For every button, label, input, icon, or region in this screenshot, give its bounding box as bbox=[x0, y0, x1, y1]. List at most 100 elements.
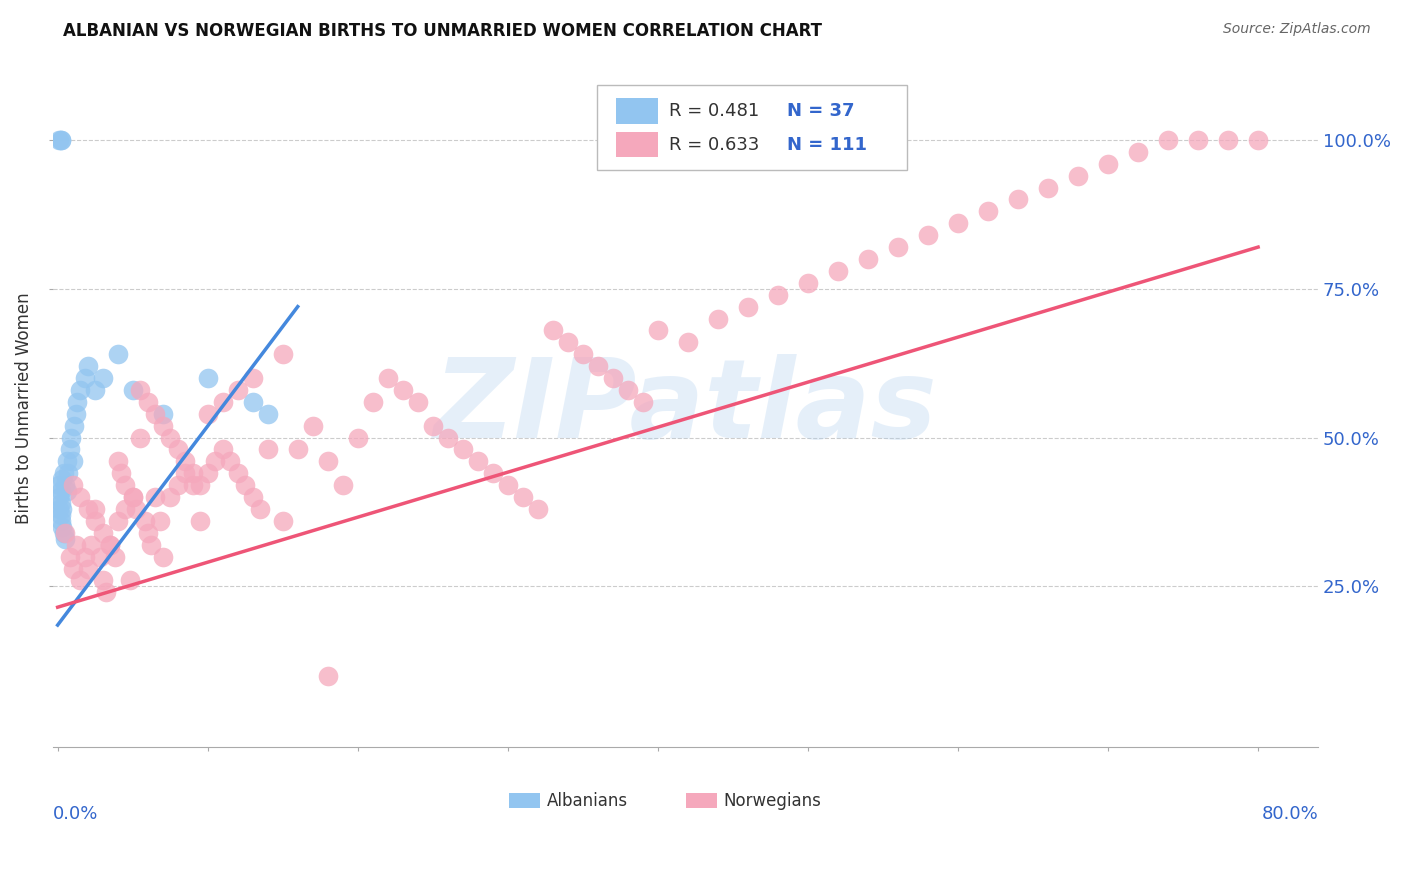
Point bbox=[301, 418, 323, 433]
Point bbox=[1157, 133, 1180, 147]
Point bbox=[62, 561, 84, 575]
Text: R = 0.633: R = 0.633 bbox=[669, 136, 759, 153]
Point bbox=[104, 549, 127, 564]
Point bbox=[631, 395, 654, 409]
Point bbox=[79, 538, 101, 552]
Point bbox=[204, 454, 226, 468]
Point bbox=[91, 525, 114, 540]
Point bbox=[827, 264, 849, 278]
Point bbox=[541, 323, 564, 337]
Point bbox=[136, 395, 159, 409]
Point bbox=[48, 478, 70, 492]
Point bbox=[89, 549, 111, 564]
Point bbox=[226, 467, 249, 481]
Point bbox=[51, 502, 73, 516]
Point bbox=[482, 467, 505, 481]
Point bbox=[143, 490, 166, 504]
FancyBboxPatch shape bbox=[616, 98, 658, 124]
Point bbox=[977, 204, 1000, 219]
Point bbox=[887, 240, 910, 254]
Point bbox=[406, 395, 429, 409]
Point bbox=[143, 407, 166, 421]
Text: N = 111: N = 111 bbox=[787, 136, 868, 153]
Point bbox=[48, 133, 70, 147]
Point bbox=[114, 478, 136, 492]
Point bbox=[766, 287, 789, 301]
Point bbox=[1216, 133, 1239, 147]
Point bbox=[287, 442, 309, 457]
FancyBboxPatch shape bbox=[509, 793, 540, 808]
Point bbox=[121, 490, 143, 504]
Text: Albanians: Albanians bbox=[547, 792, 627, 810]
Point bbox=[56, 467, 79, 481]
Text: ZIPatlas: ZIPatlas bbox=[434, 354, 938, 461]
Point bbox=[110, 467, 132, 481]
Point bbox=[49, 496, 72, 510]
Point bbox=[98, 538, 121, 552]
Point bbox=[242, 371, 264, 385]
Point bbox=[49, 133, 72, 147]
Text: 0.0%: 0.0% bbox=[53, 805, 98, 822]
Point bbox=[797, 276, 820, 290]
Point bbox=[53, 525, 76, 540]
Point bbox=[121, 490, 143, 504]
FancyBboxPatch shape bbox=[598, 86, 907, 170]
Point bbox=[59, 549, 82, 564]
Point bbox=[1097, 157, 1119, 171]
Point bbox=[129, 383, 152, 397]
Point bbox=[139, 538, 162, 552]
Point bbox=[53, 532, 76, 546]
Point bbox=[114, 502, 136, 516]
Point bbox=[856, 252, 879, 266]
Point bbox=[136, 525, 159, 540]
Point bbox=[55, 484, 77, 499]
Text: Source: ZipAtlas.com: Source: ZipAtlas.com bbox=[1223, 22, 1371, 37]
Point bbox=[233, 478, 256, 492]
Point bbox=[152, 418, 174, 433]
Point bbox=[557, 335, 579, 350]
Point bbox=[84, 502, 107, 516]
Point bbox=[129, 431, 152, 445]
Point bbox=[118, 574, 141, 588]
Point bbox=[53, 478, 76, 492]
Point bbox=[271, 347, 294, 361]
Point bbox=[647, 323, 669, 337]
Point bbox=[94, 585, 117, 599]
Point bbox=[1187, 133, 1209, 147]
Point bbox=[62, 478, 84, 492]
Point bbox=[332, 478, 354, 492]
Point bbox=[107, 347, 129, 361]
Point bbox=[451, 442, 474, 457]
Text: Norwegians: Norwegians bbox=[724, 792, 821, 810]
Point bbox=[159, 431, 181, 445]
Point bbox=[134, 514, 156, 528]
Point bbox=[51, 472, 73, 486]
Point bbox=[1126, 145, 1149, 159]
Point bbox=[66, 395, 89, 409]
Point bbox=[91, 371, 114, 385]
Point bbox=[188, 478, 211, 492]
Point bbox=[84, 383, 107, 397]
Point bbox=[152, 549, 174, 564]
Point bbox=[737, 300, 759, 314]
Point bbox=[197, 371, 219, 385]
Point bbox=[219, 454, 242, 468]
Point bbox=[361, 395, 384, 409]
Point bbox=[422, 418, 444, 433]
Text: R = 0.481: R = 0.481 bbox=[669, 103, 759, 120]
Point bbox=[527, 502, 550, 516]
Point bbox=[107, 454, 129, 468]
Point bbox=[188, 514, 211, 528]
Point bbox=[59, 442, 82, 457]
Point bbox=[48, 502, 70, 516]
FancyBboxPatch shape bbox=[686, 793, 717, 808]
Point bbox=[917, 228, 939, 243]
Point bbox=[707, 311, 730, 326]
Point bbox=[946, 216, 969, 230]
Point bbox=[197, 467, 219, 481]
Point bbox=[1067, 169, 1090, 183]
Point bbox=[76, 502, 98, 516]
Point bbox=[226, 383, 249, 397]
Point bbox=[496, 478, 519, 492]
Point bbox=[73, 371, 96, 385]
